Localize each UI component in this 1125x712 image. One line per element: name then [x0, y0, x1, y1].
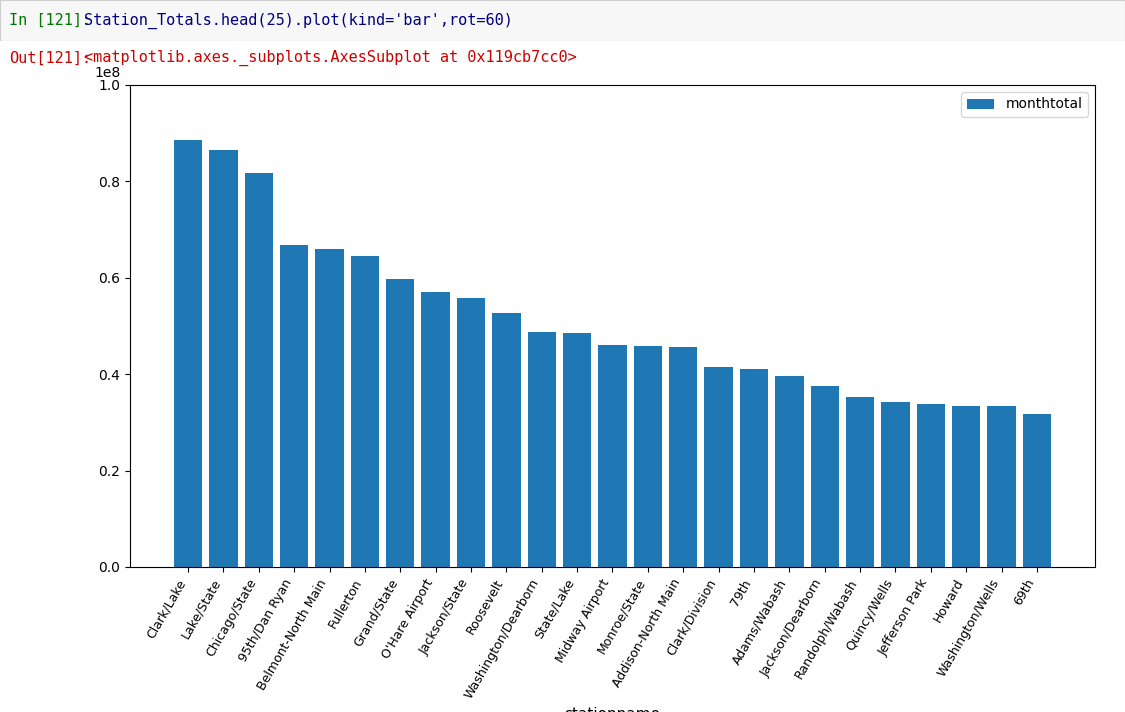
Bar [704, 367, 732, 567]
Bar [881, 402, 910, 567]
Bar [988, 407, 1016, 567]
Bar [493, 313, 521, 567]
Text: Station_Totals.head(25).plot(kind='bar',rot=60): Station_Totals.head(25).plot(kind='bar',… [84, 13, 513, 28]
Bar [917, 404, 945, 567]
Bar [562, 333, 592, 567]
Bar [952, 406, 980, 567]
Text: 1e8: 1e8 [94, 66, 120, 80]
Bar [422, 292, 450, 567]
Text: <matplotlib.axes._subplots.AxesSubplot at 0x119cb7cc0>: <matplotlib.axes._subplots.AxesSubplot a… [84, 50, 577, 66]
Text: In [121]:: In [121]: [9, 13, 91, 28]
Bar [775, 376, 803, 567]
Bar [811, 386, 839, 567]
Bar [528, 332, 556, 567]
Bar [633, 346, 661, 567]
Bar [846, 397, 874, 567]
Legend: monthtotal: monthtotal [961, 92, 1088, 117]
Bar [386, 279, 414, 567]
Bar [1023, 414, 1051, 567]
Bar [280, 245, 308, 567]
Bar [315, 249, 343, 567]
Bar [598, 345, 627, 567]
X-axis label: stationname: stationname [565, 707, 660, 712]
Bar [244, 173, 273, 567]
Bar [209, 150, 237, 567]
Text: Out[121]:: Out[121]: [9, 51, 91, 66]
Bar [740, 370, 768, 567]
Bar [351, 256, 379, 567]
Bar [457, 298, 485, 567]
Bar [669, 347, 698, 567]
Bar [174, 140, 202, 567]
